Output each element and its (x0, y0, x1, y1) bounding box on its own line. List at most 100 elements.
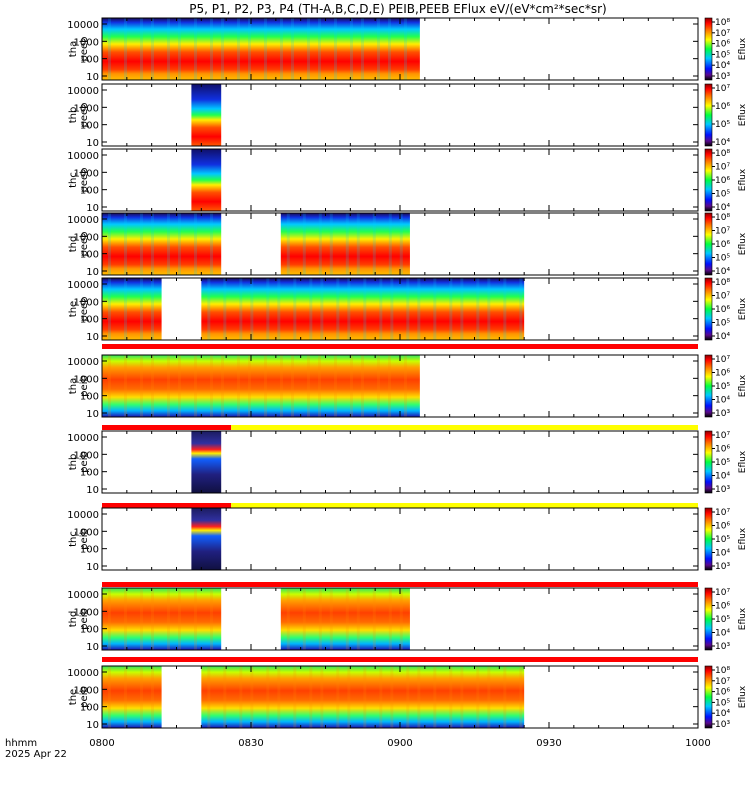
spectrogram-striation (178, 588, 181, 650)
colorbar-tick-label: 10⁷ (715, 588, 730, 598)
spectrogram-striation (356, 588, 360, 650)
y-axis-label: peib (79, 528, 90, 550)
spectrogram-striation (347, 278, 351, 340)
spectrogram-striation (519, 278, 523, 340)
spectrogram-striation (406, 666, 410, 728)
spectrogram-segment (191, 508, 222, 570)
spectrogram-striation (350, 18, 353, 80)
spectrogram-striation (277, 666, 281, 728)
spectrogram-striation (404, 18, 407, 80)
spectrogram-striation (460, 666, 464, 728)
colorbar-tick-label: 10⁷ (715, 355, 730, 365)
spectrogram-striation (221, 18, 224, 80)
colorbar-tick-label: 10⁶ (715, 522, 730, 532)
spectrogram-striation (379, 278, 383, 340)
y-axis-label: tha (68, 41, 79, 57)
y-tick-label: 1000 (74, 450, 99, 461)
colorbar (704, 665, 713, 729)
y-tick-label: 1000 (74, 168, 99, 179)
spectrogram-striation (248, 18, 251, 80)
colorbar-tick-label: 10⁶ (715, 40, 730, 50)
spectrogram-segment (191, 431, 222, 493)
spectrogram-striation (379, 666, 383, 728)
y-tick-label: 10 (86, 267, 99, 278)
spectrogram-striation (345, 588, 349, 650)
spectrogram-segment (102, 278, 162, 340)
spectrogram-striation (140, 213, 143, 275)
spectrogram-striation (286, 588, 290, 650)
colorbar-tick-label: 10⁶ (715, 445, 730, 455)
y-axis-label: peib (79, 686, 90, 708)
y-tick-label: 100 (80, 121, 99, 132)
spectrogram-striation (140, 18, 143, 80)
colorbar-tick-label: 10⁶ (715, 305, 730, 315)
spectrogram-striation (210, 355, 213, 417)
spectrogram-striation (167, 588, 170, 650)
colorbar-tick-label: 10⁸ (715, 666, 730, 676)
spectrogram-striation (124, 588, 127, 650)
colorbar-tick-label: 10⁴ (715, 396, 730, 406)
colorbar-tick-label: 10⁵ (715, 535, 730, 545)
status-bar (102, 344, 698, 349)
spectrogram-striation (417, 278, 421, 340)
y-tick-label: 1000 (74, 607, 99, 618)
colorbar-label: Eflux (738, 232, 748, 255)
spectrogram-striation (124, 666, 127, 728)
spectrogram-striation (250, 666, 254, 728)
spectrogram-striation (210, 18, 213, 80)
spectrogram-striation (361, 355, 364, 417)
colorbar-tick-label: 10⁶ (715, 688, 730, 698)
spectrogram-striation (318, 355, 321, 417)
y-tick-label: 100 (80, 55, 99, 66)
y-tick-label: 1000 (74, 232, 99, 243)
colorbar-tick-label: 10⁸ (715, 213, 730, 223)
colorbar-tick-label: 10⁷ (715, 677, 730, 687)
colorbar-label: Eflux (738, 450, 748, 473)
colorbar-tick-label: 10⁵ (715, 698, 730, 708)
status-bar (102, 582, 698, 587)
spectrogram-striation (399, 588, 403, 650)
panel-thb-peib: 10 100 1000 10000 thb peib 10³ 10⁴ 10⁵ 10⁶ 10⁷ Eflu… (67, 430, 748, 508)
spectrogram-striation (320, 278, 324, 340)
y-axis-label: tha (68, 378, 79, 394)
y-tick-label: 100 (80, 468, 99, 479)
colorbar-tick-label: 10⁵ (715, 615, 730, 625)
spectrogram-striation (140, 666, 143, 728)
spectrogram-striation (433, 278, 437, 340)
colorbar-tick-label: 10⁵ (715, 50, 730, 60)
spectrogram-striation (377, 18, 380, 80)
spectrogram-striation (329, 588, 333, 650)
spectrogram-striation (399, 213, 403, 275)
spectrogram-striation (237, 18, 240, 80)
colorbar (704, 430, 713, 494)
y-tick-label: 10000 (67, 510, 99, 521)
colorbar-tick-label: 10⁴ (715, 332, 730, 342)
colorbar-tick-label: 10⁸ (715, 278, 730, 288)
y-axis-label: thb (68, 454, 79, 471)
spectrogram-striation (487, 278, 491, 340)
spectrogram-striation (237, 355, 240, 417)
y-tick-label: 100 (80, 545, 99, 556)
spectrogram-segment (280, 588, 410, 650)
colorbar-tick-label: 10⁵ (715, 190, 730, 200)
status-bar (231, 503, 698, 508)
y-tick-label: 10 (86, 203, 99, 214)
spectrogram-striation (108, 213, 111, 275)
spectrogram-striation (320, 666, 324, 728)
y-tick-label: 10000 (67, 357, 99, 368)
colorbar (704, 83, 713, 147)
y-tick-label: 10000 (67, 151, 99, 162)
spectrogram-striation (266, 278, 270, 340)
spectrogram-striation (207, 278, 211, 340)
spectrogram-striation (476, 278, 480, 340)
spectrogram-striation (433, 666, 437, 728)
y-tick-label: 1000 (74, 297, 99, 308)
spectrogram-striation (140, 588, 143, 650)
spectrogram-segment (191, 84, 222, 146)
spectrogram-striation (307, 18, 310, 80)
spectrogram-striation (223, 666, 227, 728)
spectrogram-striation (178, 355, 181, 417)
